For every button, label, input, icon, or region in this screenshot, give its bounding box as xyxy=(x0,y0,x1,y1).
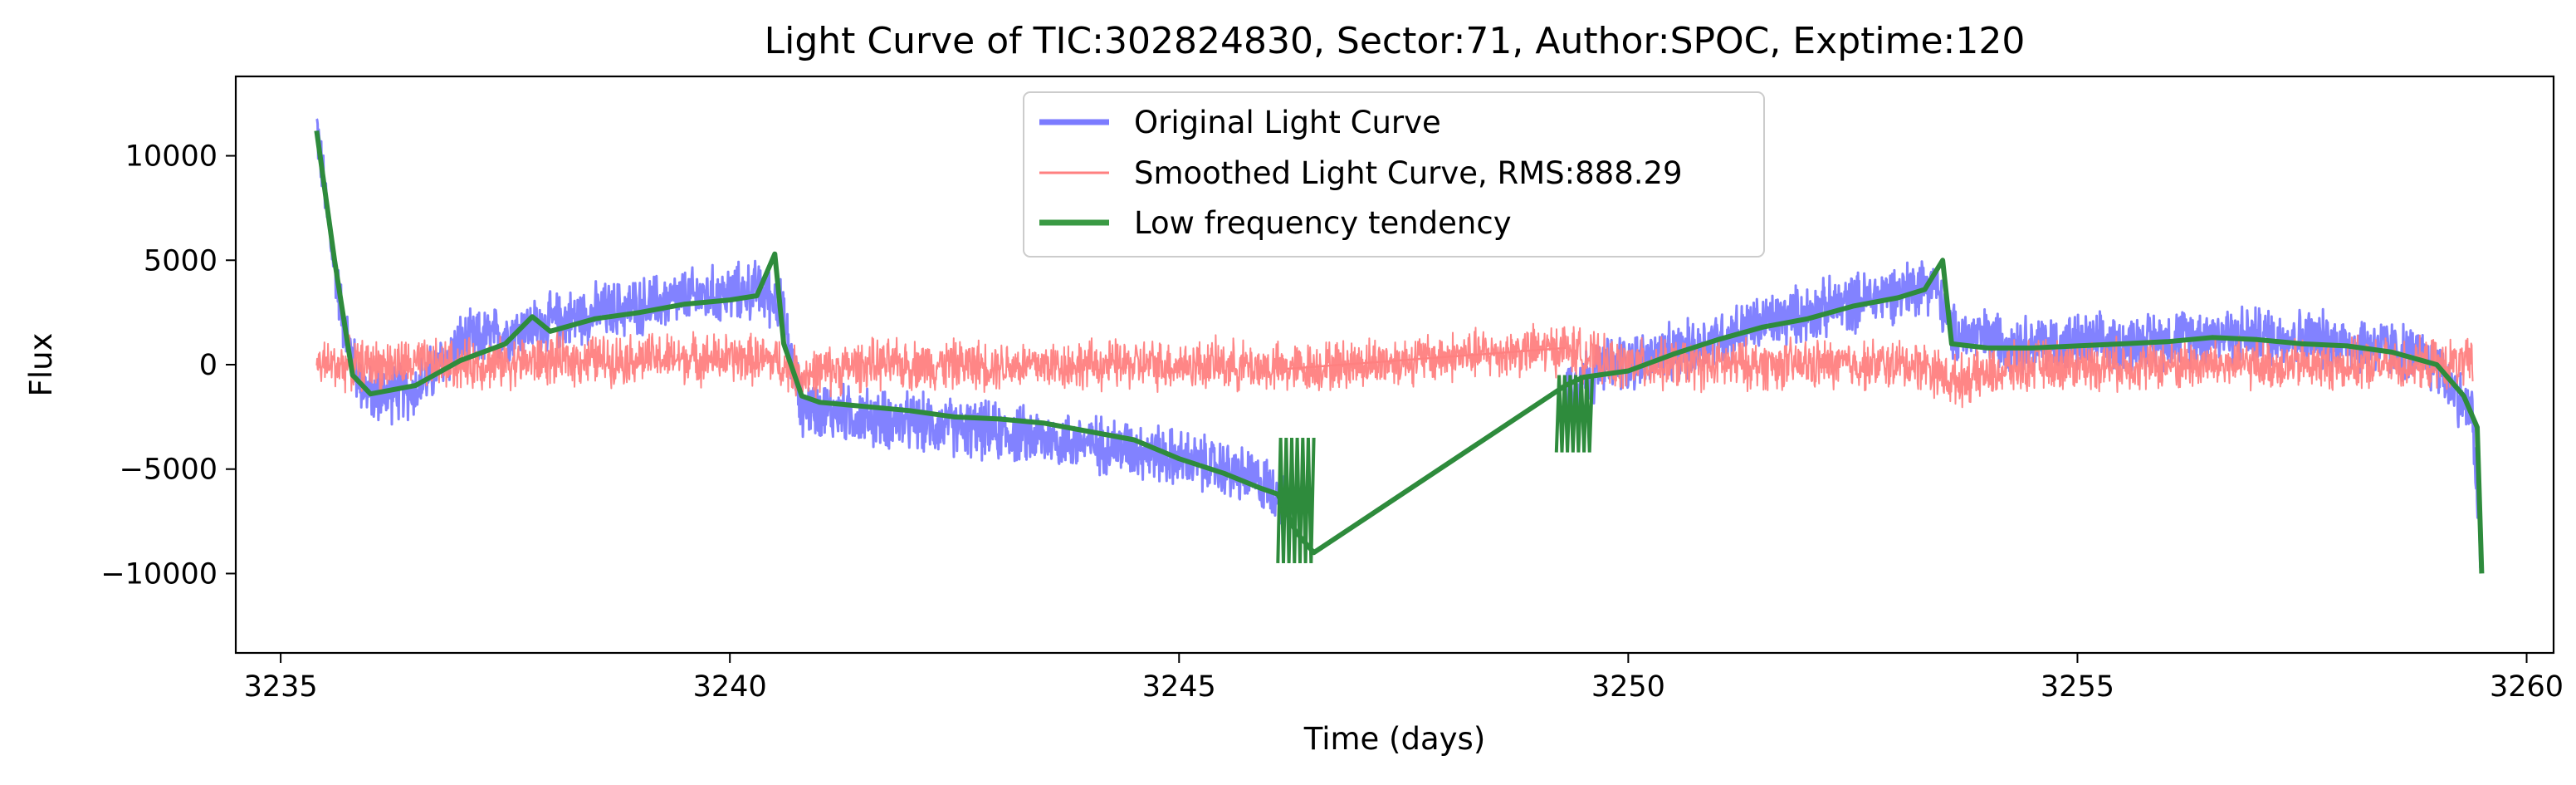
legend-box xyxy=(1023,91,1765,258)
y-tick-label: −5000 xyxy=(120,454,218,487)
x-axis: 3235 3240 3245 3250 3255 3260 xyxy=(244,653,2564,704)
legend: Original Light Curve Smoothed Light Curv… xyxy=(1023,91,1765,258)
x-tick-label: 3245 xyxy=(1142,670,1216,704)
x-tick-label: 3250 xyxy=(1591,670,1665,704)
x-tick-label: 3260 xyxy=(2490,670,2564,704)
y-axis: 10000 5000 0 −5000 −10000 xyxy=(100,140,236,591)
y-tick-label: 5000 xyxy=(144,244,218,277)
series-trend-gap-edge xyxy=(1554,375,1595,453)
y-tick-label: 10000 xyxy=(125,140,218,174)
legend-label-trend: Low frequency tendency xyxy=(1134,205,1512,241)
y-axis-label: Flux xyxy=(23,333,59,397)
y-tick-label: −10000 xyxy=(100,557,218,591)
x-axis-label: Time (days) xyxy=(1303,721,1486,757)
legend-label-original: Original Light Curve xyxy=(1134,105,1441,140)
x-tick-label: 3240 xyxy=(693,670,767,704)
series-smoothed-line xyxy=(315,322,2474,409)
y-tick-label: 0 xyxy=(199,349,218,382)
x-tick-label: 3255 xyxy=(2041,670,2114,704)
series-trend-gap-edge xyxy=(1276,437,1316,563)
series-trend-line xyxy=(314,130,2485,574)
legend-label-smoothed: Smoothed Light Curve, RMS:888.29 xyxy=(1134,155,1683,191)
x-tick-label: 3235 xyxy=(244,670,318,704)
chart-title: Light Curve of TIC:302824830, Sector:71,… xyxy=(765,20,2026,62)
plot-area xyxy=(314,118,2485,574)
